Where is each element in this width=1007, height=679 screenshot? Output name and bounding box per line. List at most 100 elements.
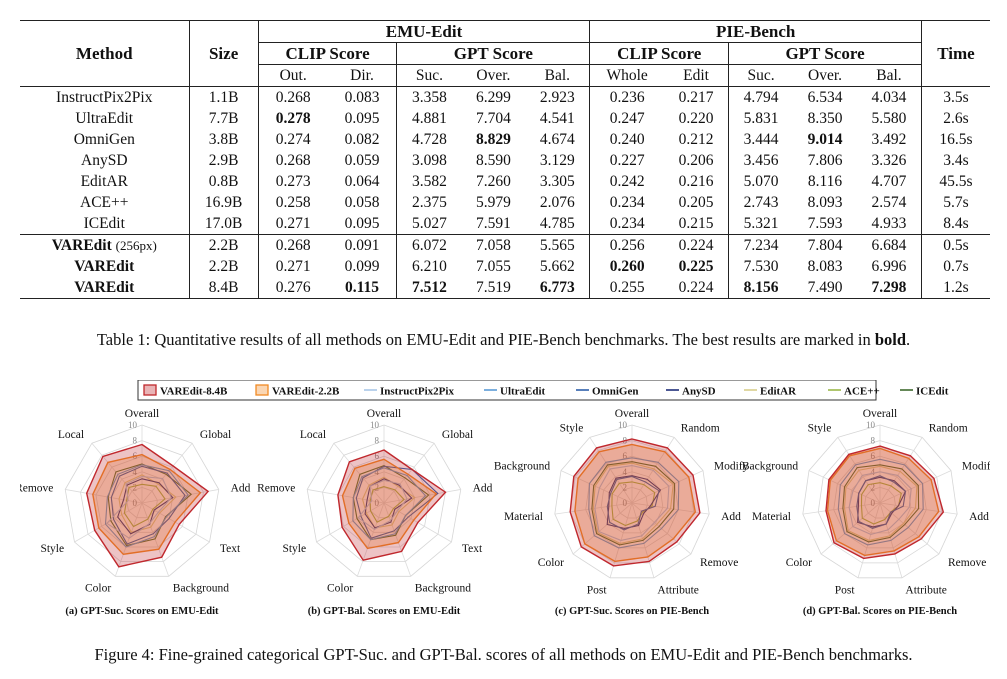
legend-swatch [255, 384, 269, 396]
method-name: ACE++ [80, 194, 129, 211]
method-name-cell: ACE++ [20, 192, 190, 213]
grid-ring [352, 471, 416, 533]
value-cell: 8.156 [728, 277, 794, 299]
table-caption-text: Table 1: Quantitative results of all met… [96, 330, 875, 349]
column-header: Edit [664, 64, 730, 87]
column-header: Out. [258, 64, 328, 87]
category-label: Style [560, 422, 584, 434]
method-name: EditAR [80, 173, 128, 190]
size-cell: 2.2B [189, 256, 259, 277]
scale-tick: 0 [623, 498, 628, 508]
value-cell: 0.091 [327, 234, 398, 256]
category-label: Color [786, 557, 812, 569]
category-label: Color [85, 583, 111, 595]
grid-spoke [820, 502, 881, 555]
scale-tick: 8 [133, 436, 138, 446]
series-polygon [117, 478, 174, 535]
value-cell: 8.083 [807, 258, 843, 275]
subgroup-header: CLIP Score [589, 42, 730, 65]
value-cell: 0.273 [275, 173, 311, 190]
time-cell: 16.5s [939, 131, 973, 148]
grid-ring [126, 486, 158, 519]
value-cell: 7.804 [793, 234, 857, 256]
grid-ring [848, 471, 912, 534]
value-cell: 0.058 [327, 192, 398, 213]
category-label: Global [442, 429, 473, 441]
value-cell: 6.684 [856, 234, 922, 256]
legend-label: UltraEdit [500, 386, 546, 398]
scale-tick: 4 [133, 467, 138, 477]
value-cell: 3.129 [525, 150, 591, 171]
grid-spoke [91, 442, 143, 504]
value-cell: 7.260 [475, 173, 511, 190]
series-polygon [85, 443, 210, 568]
grid-spoke [879, 470, 952, 504]
grid-spoke [114, 502, 143, 577]
value-cell: 7.234 [728, 234, 794, 256]
grid-spoke [383, 442, 435, 504]
scale-tick: 4 [871, 467, 876, 477]
scale-tick: 6 [623, 451, 628, 461]
category-label: Add [231, 482, 251, 494]
grid-spoke [879, 437, 923, 504]
value-cell: 8.350 [807, 110, 843, 127]
category-label: Overall [125, 408, 159, 420]
series-polygon [107, 463, 193, 547]
grid-spoke [383, 489, 461, 504]
scale-tick: 10 [128, 420, 138, 430]
value-cell: 0.217 [664, 86, 730, 108]
legend-label: OmniGen [592, 386, 638, 398]
grid-spoke [316, 502, 385, 543]
value-cell: 5.027 [412, 215, 447, 232]
value-cell: 6.299 [475, 89, 511, 106]
value-cell: 4.707 [856, 171, 922, 192]
size-cell: 0.8B [189, 171, 259, 192]
value-cell: 9.014 [807, 131, 843, 148]
category-label: Post [587, 584, 608, 596]
value-cell: 7.519 [461, 277, 526, 299]
category-label: Material [752, 511, 791, 523]
grid-ring [64, 424, 220, 577]
value-cell: 0.205 [664, 192, 730, 213]
grid-spoke [141, 489, 219, 504]
value-cell: 7.704 [475, 110, 511, 127]
value-cell: 4.881 [412, 110, 447, 127]
value-cell: 3.098 [412, 152, 447, 169]
value-cell: 5.070 [743, 173, 779, 190]
method-name: AnySD [81, 152, 128, 169]
scale-tick: 10 [370, 420, 380, 430]
legend-label: ICEdit [916, 386, 949, 398]
value-cell: 6.773 [525, 277, 591, 299]
size-cell: 1.1B [189, 86, 259, 108]
category-label: Background [415, 583, 471, 595]
series-polygon [341, 458, 438, 550]
value-cell: 5.565 [525, 234, 591, 256]
grid-spoke [333, 442, 385, 504]
value-cell: 3.582 [412, 173, 447, 190]
method-name-cell: InstructPix2Pix [20, 86, 190, 108]
method-name-cell: VAREdit [20, 277, 190, 299]
value-cell: 0.240 [609, 131, 645, 148]
category-label: Color [327, 583, 353, 595]
grid-ring [306, 424, 462, 577]
time-cell: 1.2s [921, 277, 990, 299]
scale-tick: 4 [623, 467, 628, 477]
legend-label: InstructPix2Pix [380, 386, 454, 398]
radar-figure: VAREdit-8.4B VAREdit-2.2B InstructPix2Pix U… [15, 379, 997, 620]
category-label: Overall [367, 408, 401, 420]
method-name: InstructPix2Pix [56, 89, 153, 106]
grid-spoke [65, 489, 143, 504]
value-cell: 0.082 [327, 129, 398, 150]
value-cell: 5.831 [743, 110, 779, 127]
grid-spoke [631, 470, 704, 504]
value-cell: 0.064 [327, 171, 398, 192]
size-cell: 8.4B [189, 277, 259, 299]
time-cell: 8.4s [943, 215, 969, 232]
value-cell: 0.256 [589, 234, 664, 256]
value-cell: 7.298 [856, 277, 922, 299]
category-label: Background [494, 461, 550, 473]
value-cell: 0.215 [664, 213, 730, 235]
scale-tick: 8 [871, 436, 876, 446]
series-polygon [837, 458, 924, 546]
table-row: AnySD 2.9B 0.268 0.059 3.098 8.590 3.129 0.227 0… [20, 150, 990, 171]
